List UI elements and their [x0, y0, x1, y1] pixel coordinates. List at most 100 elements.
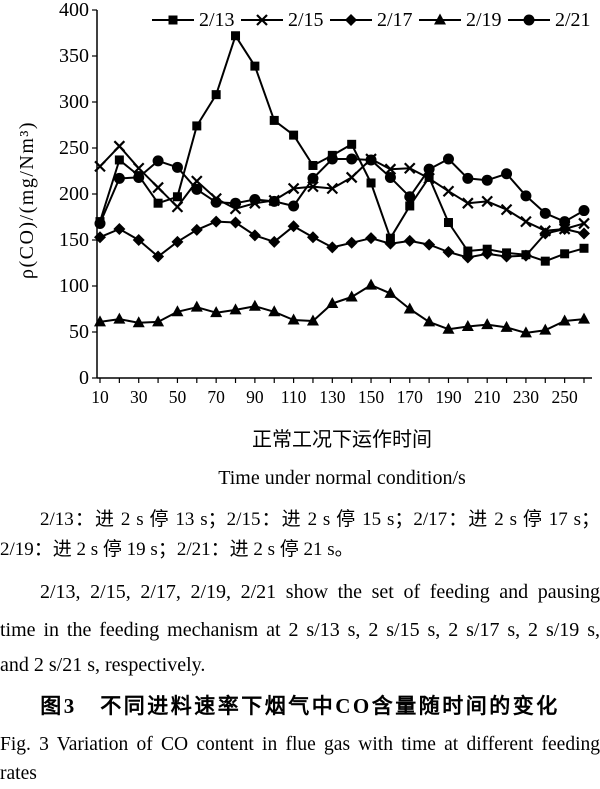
series-2-15-point	[500, 203, 513, 216]
series-2-17-point	[229, 216, 242, 229]
x-tick-label: 210	[474, 387, 501, 407]
series-2-21-point	[191, 183, 203, 195]
series-2-17-point	[190, 223, 203, 236]
series-2-19-point	[442, 322, 455, 334]
series-2-13-point	[366, 178, 376, 188]
series-2-19-point	[365, 278, 378, 290]
x-axis-label-en: Time under normal condition/s	[218, 467, 466, 489]
series-2-21-point	[578, 205, 590, 217]
series-2-13-point	[250, 61, 260, 71]
series-2-19-point	[229, 303, 242, 315]
legend-label-2-15: 2/15	[288, 9, 324, 31]
series-2-21-point	[307, 172, 319, 184]
series-2-19-point	[345, 290, 358, 302]
series-2-19-point	[113, 312, 126, 324]
series-2-21-point	[501, 168, 513, 180]
legend-label-2-13: 2/13	[199, 9, 235, 31]
x-tick-label: 10	[91, 387, 109, 407]
x-tick-label: 150	[358, 387, 385, 407]
legend-item-2-21: 2/21	[508, 9, 591, 31]
note-en-line: 2/13, 2/15, 2/17, 2/19, 2/21 show the se…	[40, 581, 600, 603]
series-2-15-point	[132, 162, 145, 175]
series-2-13-point	[540, 256, 550, 266]
series-2-17-point	[326, 241, 339, 254]
series-2-19-point	[306, 314, 319, 326]
series-2-21-point	[404, 191, 416, 203]
series-2-21-point	[442, 153, 454, 165]
series-2-13-point	[347, 139, 357, 149]
series-2-21-point	[249, 194, 261, 206]
series-2-19-point	[94, 315, 106, 327]
series-2-21-point	[365, 154, 377, 166]
line-chart: 0 50 100 150 200 250 300 350 400 10 30 50 70 90 110 13…	[16, 0, 592, 407]
series-2-17-point	[94, 231, 106, 244]
x-tick-label: 190	[435, 387, 462, 407]
series-2-19-point	[268, 305, 281, 317]
series-2-19-point	[190, 300, 203, 312]
caption-zh: 图3 不同进料速率下烟气中CO含量随时间的变化	[40, 694, 560, 718]
series-2-15-point	[345, 171, 358, 184]
series-2-19-point	[519, 326, 532, 338]
note-en-line: and 2 s/21 s, respectively.	[0, 654, 206, 676]
legend-label-2-21: 2/21	[555, 9, 591, 31]
series-2-13-point	[211, 90, 221, 100]
series-2-17-point	[248, 229, 261, 242]
x-tick-label: 250	[552, 387, 579, 407]
legend-label-2-17: 2/17	[377, 9, 413, 31]
legend-marker-2-13	[168, 15, 178, 25]
series-2-19-point	[481, 318, 494, 330]
series-2-17-point	[287, 220, 300, 233]
x-axis-ticks: 10 30 50 70 90 110 130 150 170 190 210 230 250	[91, 378, 585, 407]
x-tick-label: 230	[513, 387, 540, 407]
series-2-19-point	[132, 316, 145, 328]
legend-label-2-19: 2/19	[466, 9, 502, 31]
series-2-17-point	[500, 250, 513, 263]
series-2-19-point	[248, 299, 261, 311]
series-2-19-line	[99, 284, 585, 334]
y-tick-label: 350	[59, 45, 89, 67]
series-2-21-point	[462, 172, 474, 184]
series-2-19-point	[461, 319, 474, 331]
series-2-17-point	[345, 236, 358, 249]
caption-en-line: rates	[0, 763, 37, 784]
series-2-15-point	[326, 182, 339, 195]
series-2-13-point	[560, 249, 570, 259]
series-2-17-point	[481, 247, 494, 260]
legend-item-2-13: 2/13	[152, 9, 235, 31]
series-2-15-point	[520, 215, 532, 228]
series-2-13-point	[172, 192, 182, 202]
series-2-17-point	[403, 234, 416, 247]
series-2-21-point	[94, 217, 106, 229]
series-2-17-point	[384, 237, 397, 250]
series-2-15-point	[94, 160, 106, 173]
series-2-19	[94, 278, 590, 338]
y-tick-label: 0	[79, 367, 89, 389]
series-2-13-point	[269, 115, 279, 125]
series-2-21-point	[559, 216, 571, 228]
y-axis-ticks: 0 50 100 150 200 250 300 350 400	[59, 0, 97, 389]
x-tick-label: 30	[130, 387, 148, 407]
series-2-21-point	[288, 200, 300, 212]
series-2-21-point	[481, 174, 493, 186]
series-2-21-point	[326, 153, 338, 165]
series-2-17-point	[132, 234, 145, 246]
series-2-15-point	[171, 201, 184, 213]
series-2-17-point	[171, 235, 184, 248]
series-2-17-point	[539, 227, 552, 240]
caption-en-line: Fig. 3 Variation of CO content in flue g…	[0, 734, 600, 755]
series-2-15-point	[287, 182, 300, 195]
series-2-21	[94, 153, 590, 229]
y-tick-label: 400	[59, 0, 89, 21]
series-2-17-point	[306, 231, 319, 244]
y-axis-label: ρ(CO)/(mg/Nm³)	[16, 121, 38, 279]
series-2-19-point	[558, 314, 571, 326]
series-2-13-point	[153, 198, 163, 208]
series-2-19-point	[152, 315, 165, 327]
series-2-19-point	[210, 306, 223, 318]
x-tick-label: 110	[281, 387, 307, 407]
series-2-17-line	[99, 220, 585, 259]
y-tick-label: 100	[59, 275, 89, 297]
legend-marker-2-19	[434, 13, 446, 25]
series-2-15	[94, 140, 590, 237]
series-2-15-point	[384, 163, 397, 175]
